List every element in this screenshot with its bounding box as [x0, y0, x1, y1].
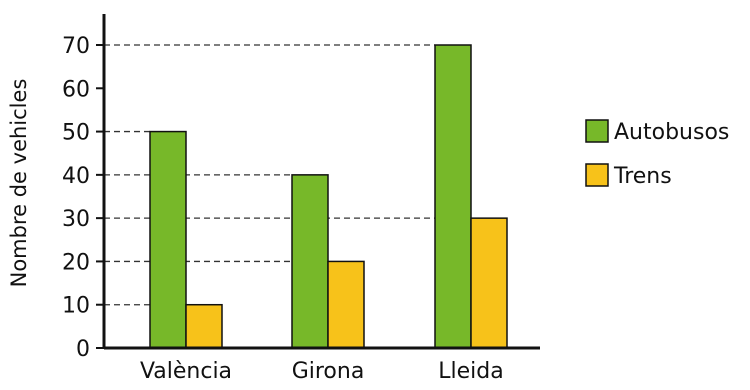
bar-autobusos-1	[291, 174, 329, 349]
y-tick-label: 60	[62, 77, 90, 102]
bar-trens-1	[327, 260, 365, 349]
bar-autobusos-0	[149, 130, 187, 349]
bar-autobusos-2	[434, 44, 472, 349]
category-label: Girona	[292, 359, 365, 384]
tick-layer: 0 10 20 30 40 50 60 70	[62, 34, 104, 362]
y-tick-label: 40	[62, 164, 90, 189]
y-tick-label: 0	[76, 337, 90, 362]
axis-layer	[102, 14, 540, 350]
legend-swatch-autobusos	[585, 119, 609, 143]
y-tick-label: 70	[62, 34, 90, 59]
y-tick-label: 10	[62, 294, 90, 319]
category-label: València	[140, 359, 232, 384]
y-axis-title: Nombre de vehicles	[7, 79, 31, 288]
y-tick-label: 50	[62, 121, 90, 146]
bar-trens-0	[185, 303, 223, 349]
legend-label: Trens	[613, 164, 672, 189]
y-tick-label: 30	[62, 207, 90, 232]
legend-swatch-trens	[585, 163, 609, 187]
bar-trens-2	[470, 217, 508, 349]
bar-layer	[149, 44, 508, 349]
y-tick-label: 20	[62, 250, 90, 275]
category-label: Lleida	[438, 359, 503, 384]
category-labels: València Girona Lleida	[140, 359, 504, 384]
legend: Autobusos Trens	[585, 119, 729, 189]
legend-label: Autobusos	[614, 120, 729, 145]
